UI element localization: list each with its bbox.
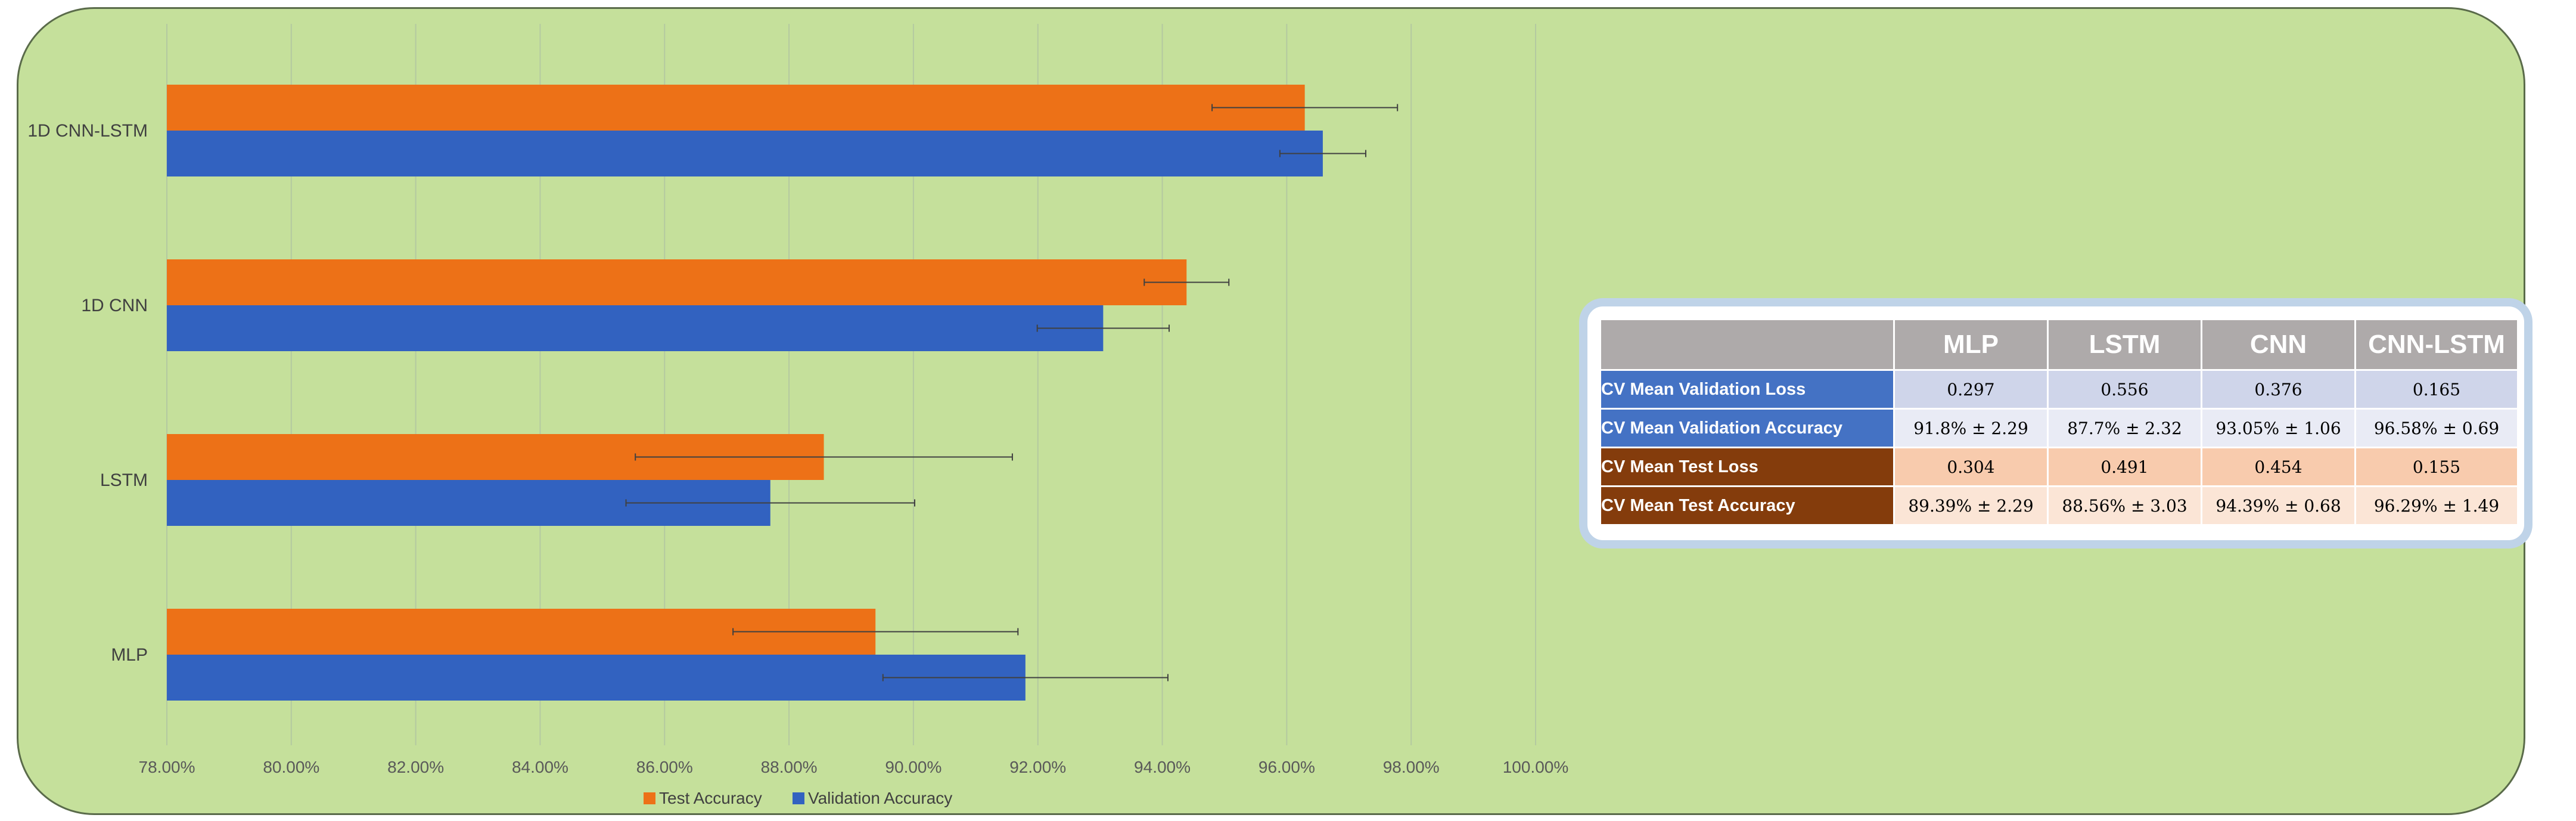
x-tick-label: 92.00% [1009,758,1066,776]
bar [167,131,1323,176]
table-cell: 87.7% ± 2.32 [2047,408,2202,448]
table-cell: 94.39% ± 0.68 [2201,485,2356,526]
table-cell: 93.05% ± 1.06 [2201,408,2356,448]
x-tick-label: 84.00% [512,758,568,776]
table-row: CV Mean Test Accuracy 89.39% ± 2.29 88.5… [1599,485,2519,526]
legend-swatch-validation [793,792,804,804]
x-tick-label: 88.00% [761,758,818,776]
table-cell: 88.56% ± 3.03 [2047,485,2202,526]
category-label: MLP [111,645,148,665]
results-table: MLP LSTM CNN CNN-LSTM CV Mean Validation… [1599,318,2519,526]
x-tick-label: 82.00% [387,758,444,776]
row-label: CV Mean Validation Loss [1599,369,1895,410]
table-cell: 0.304 [1893,447,2049,487]
table-cell: 0.376 [2201,369,2356,410]
category-labels: MLP LSTM 1D CNN 1D CNN-LSTM [27,121,148,665]
table-header-cnn-lstm: CNN-LSTM [2354,318,2519,371]
row-label: CV Mean Test Accuracy [1599,485,1895,526]
category-label: 1D CNN [81,296,148,315]
table-cell: 96.58% ± 0.69 [2354,408,2519,448]
table-cell: 0.297 [1893,369,2049,410]
row-label: CV Mean Test Loss [1599,447,1895,487]
x-tick-label: 96.00% [1259,758,1315,776]
table-row: CV Mean Validation Loss 0.297 0.556 0.37… [1599,369,2519,410]
table-header-cnn: CNN [2201,318,2356,371]
bars [167,85,1323,701]
table-header-lstm: LSTM [2047,318,2202,371]
table-row: CV Mean Validation Accuracy 91.8% ± 2.29… [1599,408,2519,448]
results-table-box: MLP LSTM CNN CNN-LSTM CV Mean Validation… [1579,298,2533,549]
x-tick-labels: 78.00% 80.00% 82.00% 84.00% 86.00% 88.00% 90.0… [139,758,1569,776]
table-cell: 0.491 [2047,447,2202,487]
error-bars [625,104,1399,681]
bar [167,305,1104,351]
table-cell: 0.454 [2201,447,2356,487]
bar [167,655,1026,701]
legend-swatch-test [644,792,655,804]
table-row: CV Mean Test Loss 0.304 0.491 0.454 0.15… [1599,447,2519,487]
table-cell: 0.155 [2354,447,2519,487]
x-tick-label: 86.00% [636,758,693,776]
row-label: CV Mean Validation Accuracy [1599,408,1895,448]
x-tick-label: 80.00% [263,758,319,776]
table-cell: 89.39% ± 2.29 [1893,485,2049,526]
x-tick-label: 100.00% [1503,758,1569,776]
table-cell: 96.29% ± 1.49 [2354,485,2519,526]
x-tick-label: 98.00% [1383,758,1440,776]
bar [167,259,1187,305]
category-label: LSTM [100,470,148,490]
table-header-blank [1599,318,1895,371]
bar [167,85,1305,131]
x-tick-label: 90.00% [885,758,941,776]
x-tick-label: 78.00% [139,758,195,776]
table-cell: 0.556 [2047,369,2202,410]
category-label: 1D CNN-LSTM [27,121,148,141]
table-header-mlp: MLP [1893,318,2049,371]
table-header-row: MLP LSTM CNN CNN-LSTM [1599,318,2519,371]
legend: Test Accuracy Validation Accuracy [644,789,952,807]
legend-label-test: Test Accuracy [659,789,762,807]
legend-label-validation: Validation Accuracy [808,789,952,807]
table-cell: 0.165 [2354,369,2519,410]
x-tick-label: 94.00% [1134,758,1191,776]
table-cell: 91.8% ± 2.29 [1893,408,2049,448]
